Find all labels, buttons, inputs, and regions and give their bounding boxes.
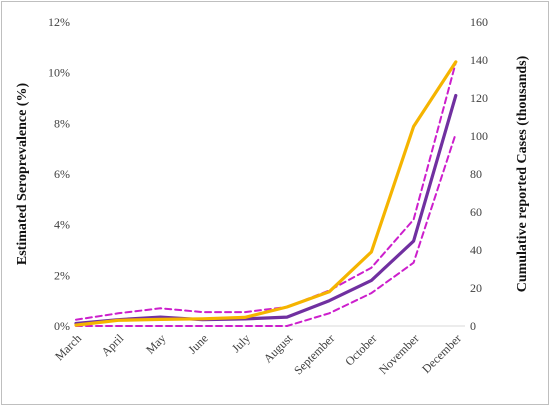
y-tick-label: 12% <box>48 15 70 29</box>
y2-axis-title: Cumulative reported Cases (thousands) <box>515 55 530 292</box>
y-tick-label: 10% <box>48 66 70 80</box>
y-tick-labels: 0% 2% 4% 6% 8% 10% 12% <box>48 15 70 333</box>
y-tick-label: 0% <box>54 319 70 333</box>
y2-tick-label: 20 <box>470 281 482 295</box>
y2-tick-label: 120 <box>470 91 488 105</box>
y-tick-label: 2% <box>54 268 70 282</box>
y2-tick-label: 100 <box>470 129 488 143</box>
y2-tick-label: 160 <box>470 15 488 29</box>
y-tick-label: 8% <box>54 116 70 130</box>
chart-border <box>1 1 549 405</box>
y2-tick-label: 60 <box>470 205 482 219</box>
y2-tick-label: 0 <box>470 319 476 333</box>
series-line-1 <box>75 61 457 321</box>
y2-tick-label: 40 <box>470 243 482 257</box>
series-layer <box>74 60 458 327</box>
y-axis-title: Estimated Seroprevalence (%) <box>15 83 30 266</box>
y-tick-label: 6% <box>54 167 70 181</box>
series-line-2 <box>75 132 457 327</box>
y2-tick-label: 80 <box>470 167 482 181</box>
y2-tick-labels: 0 20 40 60 80 100 120 140 160 <box>470 15 488 333</box>
y-tick-label: 4% <box>54 218 70 232</box>
y2-tick-label: 140 <box>470 53 488 67</box>
series-line-3 <box>74 60 458 327</box>
